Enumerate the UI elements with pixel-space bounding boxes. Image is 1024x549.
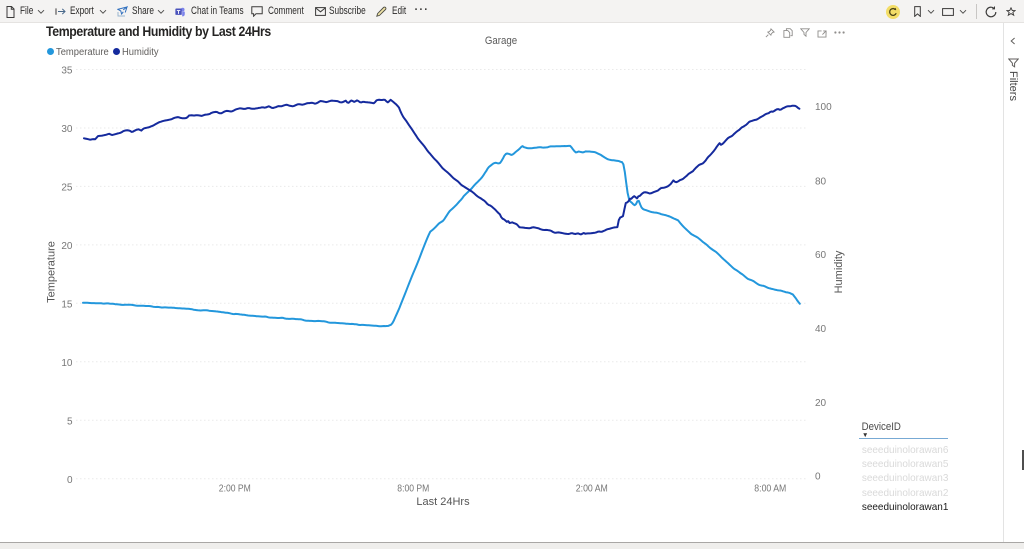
svg-text:Temperature: Temperature [46,241,58,303]
svg-text:35: 35 [61,66,73,77]
svg-text:15: 15 [61,300,73,311]
svg-text:Humidity: Humidity [833,250,845,293]
svg-text:10: 10 [61,358,73,369]
svg-text:60: 60 [815,250,827,261]
svg-text:2:00 AM: 2:00 AM [576,484,608,495]
svg-text:0: 0 [67,475,73,486]
svg-text:100: 100 [815,102,832,113]
svg-text:Last 24Hrs: Last 24Hrs [416,496,470,508]
svg-text:25: 25 [61,183,73,194]
svg-text:20: 20 [61,241,73,252]
svg-text:20: 20 [815,398,827,409]
svg-text:2:00 PM: 2:00 PM [219,484,251,495]
svg-text:8:00 PM: 8:00 PM [397,484,429,495]
svg-text:8:00 AM: 8:00 AM [754,484,786,495]
svg-text:40: 40 [815,324,827,335]
svg-text:0: 0 [815,472,821,483]
svg-text:5: 5 [67,416,73,427]
svg-text:30: 30 [61,124,73,135]
svg-text:80: 80 [815,176,827,187]
